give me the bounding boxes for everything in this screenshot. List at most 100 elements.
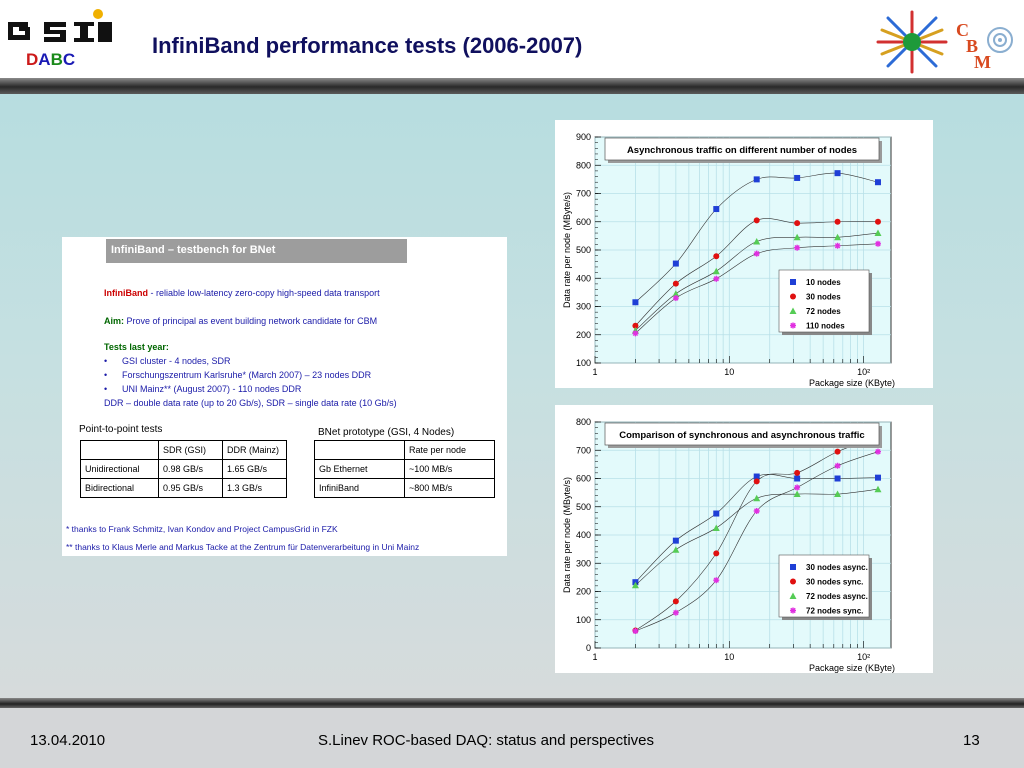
chart-title: Comparison of synchronous and asynchrono… bbox=[619, 430, 864, 441]
y-tick-label: 600 bbox=[576, 474, 591, 484]
data-point bbox=[672, 295, 679, 302]
cbm-logo: C B M bbox=[876, 10, 1013, 74]
y-tick-label: 200 bbox=[576, 587, 591, 597]
data-point bbox=[713, 275, 720, 282]
dabc-letter: B bbox=[50, 50, 63, 69]
data-point bbox=[753, 250, 760, 257]
legend-label: 30 nodes sync. bbox=[806, 578, 863, 587]
data-point bbox=[789, 307, 797, 314]
table-row: Unidirectional 0.98 GB/s 1.65 GB/s bbox=[80, 459, 287, 479]
page-number: 13 bbox=[963, 732, 980, 749]
tests-item: • bbox=[104, 370, 108, 380]
table-row: Gb Ethernet ~100 MB/s bbox=[314, 459, 495, 479]
data-point bbox=[672, 280, 679, 287]
table-cell: Gb Ethernet bbox=[314, 459, 405, 479]
tests-item: • bbox=[104, 356, 108, 366]
data-point bbox=[631, 581, 639, 589]
x-tick-label: 10² bbox=[857, 652, 870, 662]
infiniband-desc: - reliable low-latency zero-copy high-sp… bbox=[148, 288, 380, 298]
legend: 10 nodes 30 nodes 72 nodes 110 nodes bbox=[778, 269, 872, 335]
y-axis: 100 200 300 400 500 600 700 800 900 bbox=[576, 132, 601, 368]
async-chart: 100 200 300 400 500 600 700 800 900 1 10 10² Package… bbox=[555, 120, 933, 388]
data-point bbox=[790, 293, 796, 300]
data-point bbox=[713, 253, 720, 260]
series-group bbox=[631, 170, 882, 337]
data-point bbox=[874, 229, 882, 237]
data-point bbox=[874, 485, 882, 493]
legend: 30 nodes async. 30 nodes sync. 72 nodes as… bbox=[778, 554, 872, 620]
x-axis-label: Package size (KByte) bbox=[809, 663, 895, 673]
data-point bbox=[874, 218, 881, 225]
data-point bbox=[834, 490, 842, 498]
data-point bbox=[753, 507, 760, 514]
table-cell: Bidirectional bbox=[80, 478, 159, 498]
data-point bbox=[874, 240, 881, 247]
data-point bbox=[753, 478, 760, 485]
table-row: SDR (GSI) DDR (Mainz) bbox=[80, 440, 287, 460]
y-tick-label: 100 bbox=[576, 615, 591, 625]
cbm-letter-m: M bbox=[974, 52, 991, 72]
table-cell: DDR (Mainz) bbox=[222, 440, 287, 460]
x-tick-label: 1 bbox=[592, 367, 597, 377]
grid bbox=[594, 421, 891, 649]
gsi-logo bbox=[8, 9, 112, 42]
table-cell: Rate per node bbox=[404, 440, 495, 460]
legend-label: 72 nodes sync. bbox=[806, 607, 863, 616]
aim-word: Aim: bbox=[104, 316, 124, 326]
bnet-table-title: BNet prototype (GSI, 4 Nodes) bbox=[318, 427, 455, 438]
legend-label: 72 nodes bbox=[806, 307, 841, 316]
data-point bbox=[834, 170, 841, 177]
data-point bbox=[790, 607, 796, 614]
data-point bbox=[632, 628, 639, 635]
aim-desc: Prove of principal as event building net… bbox=[124, 316, 378, 326]
data-point bbox=[874, 448, 881, 455]
y-tick-label: 700 bbox=[576, 189, 591, 199]
y-tick-label: 300 bbox=[576, 558, 591, 568]
title-box bbox=[604, 137, 880, 161]
data-point bbox=[834, 242, 841, 249]
data-point bbox=[834, 448, 841, 455]
table-cell: InfiniBand bbox=[314, 478, 405, 498]
data-point bbox=[672, 609, 679, 616]
legend-label: 110 nodes bbox=[806, 322, 845, 331]
bnet-table: Rate per node Gb Ethernet ~100 MB/s Infi… bbox=[314, 440, 495, 498]
cbm-letter-b: B bbox=[966, 36, 978, 56]
tests-item-text: UNI Mainz** (August 2007) - 110 nodes DD… bbox=[122, 384, 302, 394]
tests-item-text: GSI cluster - 4 nodes, SDR bbox=[122, 356, 231, 366]
data-point bbox=[790, 564, 796, 570]
dabc-letter: A bbox=[38, 50, 51, 69]
y-tick-label: 500 bbox=[576, 502, 591, 512]
table-cell: SDR (GSI) bbox=[158, 440, 223, 460]
tests-item-text: Forschungszentrum Karlsruhe* (March 2007… bbox=[122, 370, 372, 380]
y-tick-label: 300 bbox=[576, 302, 591, 312]
table-cell: 1.3 GB/s bbox=[222, 478, 287, 498]
dabc-logo: DABC bbox=[26, 50, 75, 70]
data-point bbox=[794, 484, 801, 491]
data-point bbox=[789, 592, 797, 599]
data-point bbox=[790, 279, 796, 285]
x-axis-label: Package size (KByte) bbox=[809, 378, 895, 388]
y-tick-label: 0 bbox=[586, 643, 591, 653]
data-point bbox=[834, 475, 841, 482]
table-row: Rate per node bbox=[314, 440, 495, 460]
y-tick-label: 700 bbox=[576, 445, 591, 455]
data-point bbox=[713, 206, 720, 213]
title-box bbox=[604, 422, 880, 446]
data-point bbox=[753, 176, 760, 183]
y-tick-label: 800 bbox=[576, 417, 591, 427]
y-tick-label: 600 bbox=[576, 217, 591, 227]
chart-title-box: Comparison of synchronous and asynchrono… bbox=[604, 422, 882, 448]
table-cell: 1.65 GB/s bbox=[222, 459, 287, 479]
dabc-letter: D bbox=[26, 50, 39, 69]
aim-line: Aim: Prove of principal as event buildin… bbox=[104, 316, 377, 326]
chart-title-box: Asynchronous traffic on different number… bbox=[604, 137, 882, 163]
data-point bbox=[874, 179, 881, 186]
x-axis: 1 10 10² bbox=[592, 641, 870, 662]
legend-label: 72 nodes async. bbox=[806, 592, 868, 601]
table-cell: ~100 MB/s bbox=[404, 459, 495, 479]
tests-heading: Tests last year: bbox=[104, 342, 169, 352]
y-tick-label: 500 bbox=[576, 245, 591, 255]
testbench-panel: InfiniBand – testbench for BNet InfiniBa… bbox=[62, 237, 507, 556]
infiniband-word: InfiniBand bbox=[104, 288, 148, 298]
x-tick-label: 10 bbox=[724, 367, 734, 377]
